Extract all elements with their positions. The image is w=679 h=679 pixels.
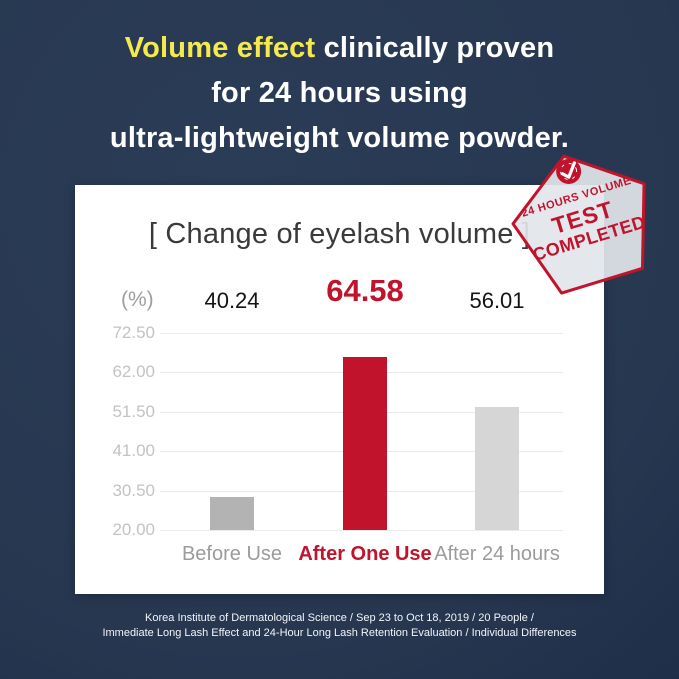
headline-line-1-rest: clinically proven [315, 32, 555, 64]
headline-highlight: Volume effect [124, 32, 316, 64]
category-label: After One Use [298, 543, 432, 565]
y-tick-label: 72.50 [112, 323, 155, 342]
value-label: 56.01 [469, 288, 525, 313]
chart-card: [ Change of eyelash volume ] (%) 72.50 62… [75, 185, 604, 594]
unit-label: (%) [121, 288, 154, 311]
disclaimer-line-2: Immediate Long Lash Effect and 24-Hour L… [102, 627, 577, 639]
category-label: Before Use [181, 543, 283, 565]
disclaimer-line-1: Korea Institute of Dermatological Scienc… [145, 612, 534, 624]
chart-title: [ Change of eyelash volume ] [148, 218, 531, 250]
test-completed-stamp: 24 HOURS VOLUME TEST COMPLETED [485, 125, 679, 325]
y-tick-label: 41.00 [112, 441, 155, 460]
bar-after-24-hours [475, 407, 519, 530]
y-tick-label: 20.00 [112, 520, 155, 539]
value-label: 40.24 [204, 288, 260, 313]
gridline [160, 333, 563, 334]
study-disclaimer: Korea Institute of Dermatological Scienc… [0, 611, 679, 641]
gridline [160, 530, 563, 531]
value-label: 64.58 [326, 273, 404, 308]
y-tick-label: 62.00 [112, 362, 155, 381]
headline: Volume effect clinically proven for 24 h… [0, 26, 679, 161]
check-circle-icon [556, 158, 582, 184]
y-tick-label: 51.50 [112, 402, 155, 421]
headline-line-2: for 24 hours using [211, 77, 468, 109]
headline-line-1: Volume effect clinically proven [0, 26, 679, 71]
bar-after-one-use [343, 357, 387, 530]
stamp-pentagon [511, 154, 646, 295]
y-tick-label: 30.50 [112, 481, 155, 500]
headline-line-3: ultra-lightweight volume powder. [109, 122, 570, 154]
bar-before-use [210, 497, 254, 530]
category-label: After 24 hours [434, 543, 560, 565]
